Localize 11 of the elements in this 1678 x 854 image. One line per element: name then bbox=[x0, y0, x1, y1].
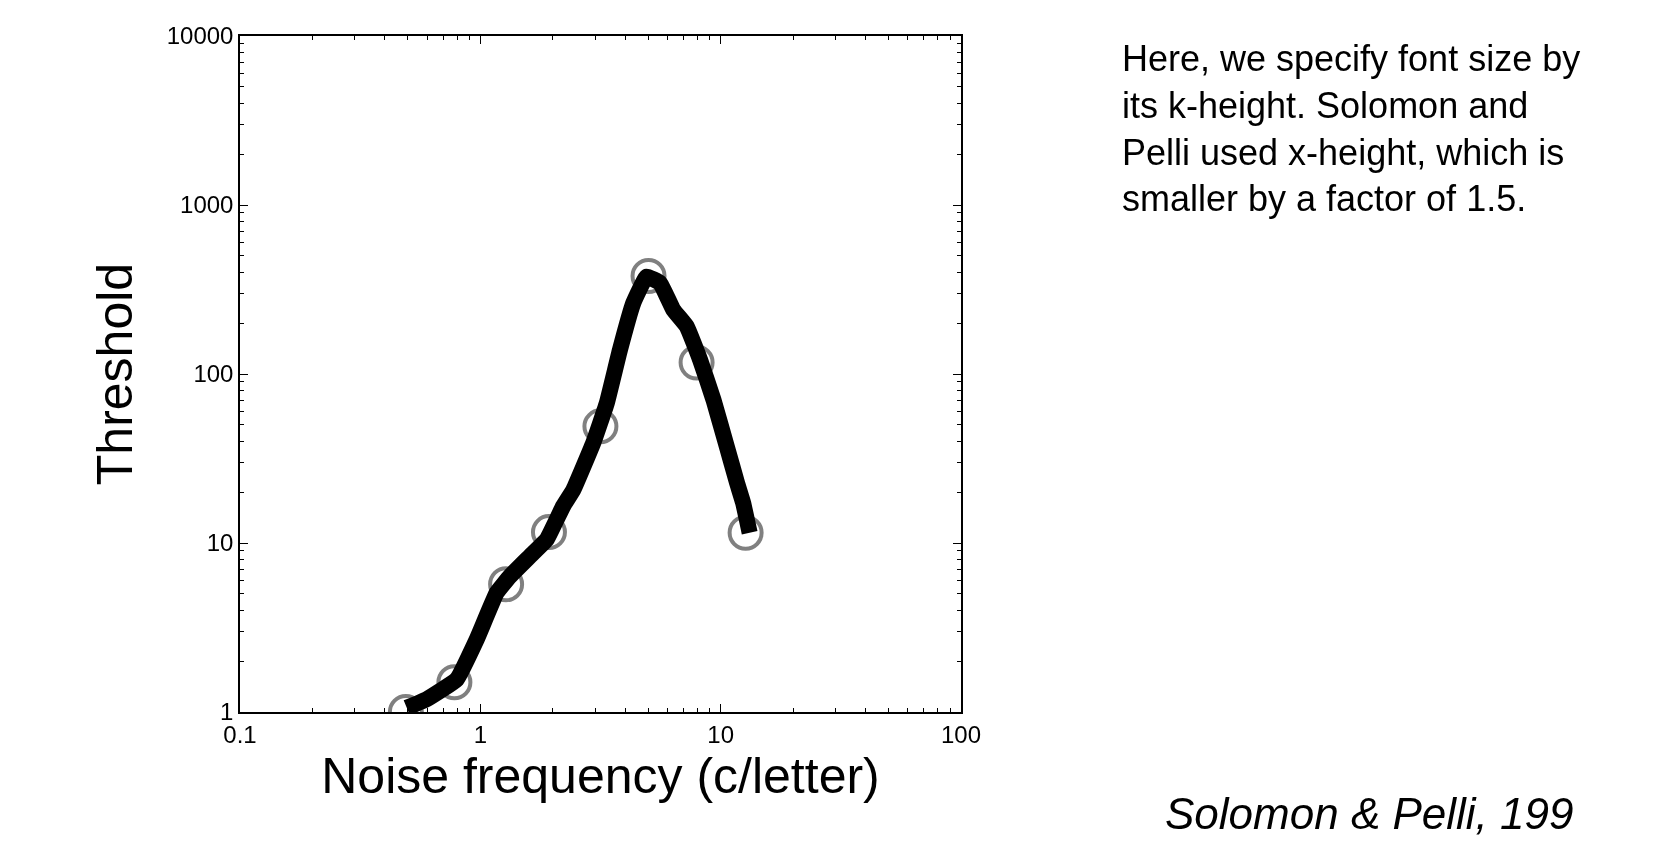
x-axis-title: Noise frequency (c/letter) bbox=[321, 747, 880, 804]
y-tick-label: 10 bbox=[206, 529, 234, 557]
y-tick-label: 1000 bbox=[180, 191, 234, 219]
x-tick-label: 10 bbox=[707, 720, 735, 748]
y-axis-title: Threshold bbox=[87, 262, 144, 486]
y-tick-label: 100 bbox=[193, 360, 234, 388]
text: Here, we specify font size by its k-height. Solomon and Pelli used x-height, which is smaller by a factor of 1.5. bbox=[1122, 38, 1581, 220]
x-tick-label: 1 bbox=[473, 720, 488, 748]
text: Solomon & Pelli, 199 bbox=[1165, 789, 1574, 838]
y-tick-label: 10000 bbox=[166, 22, 234, 50]
x-tick-label: 100 bbox=[940, 720, 982, 748]
